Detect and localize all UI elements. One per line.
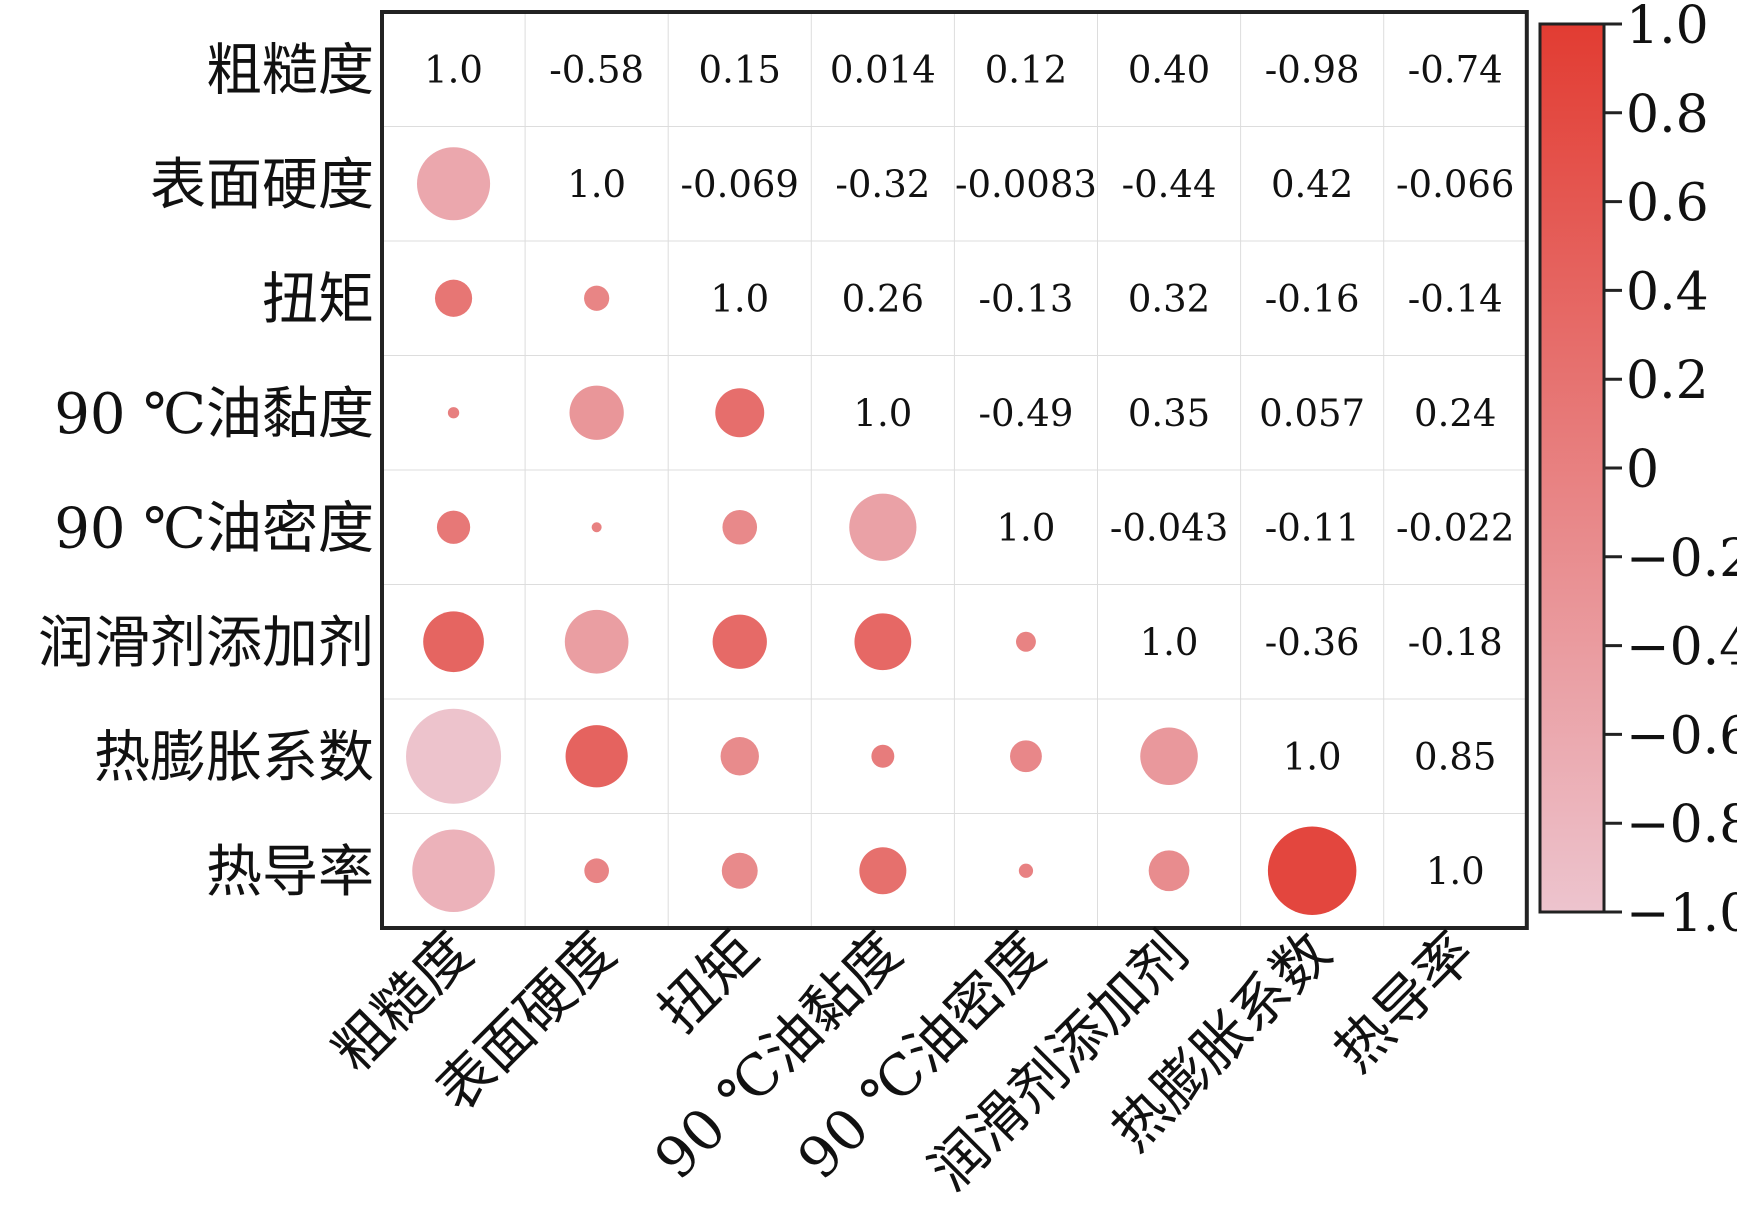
- correlation-circle: [849, 493, 917, 561]
- cell-value: 1.0: [424, 48, 483, 91]
- row-label: 表面硬度: [150, 153, 374, 218]
- cell-value: -0.069: [681, 163, 799, 206]
- cell-value: 0.42: [1271, 163, 1353, 206]
- colorbar-tick-label: 0: [1626, 440, 1659, 500]
- cell-value: 0.057: [1259, 392, 1365, 435]
- correlation-circle: [447, 407, 460, 419]
- column-label: 扭矩: [646, 920, 771, 1045]
- cell-value: 1.0: [710, 277, 769, 320]
- correlation-circle: [564, 609, 629, 674]
- cell-value: 1.0: [997, 506, 1056, 549]
- correlation-circle: [1140, 727, 1198, 786]
- correlation-circle: [406, 708, 502, 804]
- colorbar-tick-label: 0.2: [1626, 351, 1709, 411]
- cell-value: -0.44: [1122, 163, 1217, 206]
- cell-value: 0.32: [1128, 277, 1210, 320]
- row-label: 扭矩: [262, 267, 374, 332]
- cell-value: -0.58: [549, 48, 644, 91]
- correlation-circle: [584, 858, 609, 884]
- cell-value: 1.0: [1283, 735, 1342, 778]
- lower-triangle-circles: [406, 147, 1357, 916]
- column-label: 热导率: [1322, 920, 1487, 1085]
- correlation-circle: [591, 522, 602, 533]
- cell-value: -0.13: [979, 277, 1074, 320]
- upper-triangle-values: 1.0 -0.58 0.15 0.014 0.12 0.40 -0.98 -0.74 1.0 -0…: [424, 48, 1514, 893]
- cell-value: -0.74: [1408, 48, 1503, 91]
- correlation-circle: [721, 852, 758, 889]
- correlation-circle: [423, 611, 484, 673]
- correlation-circle: [1267, 826, 1357, 916]
- cell-value: -0.022: [1396, 506, 1514, 549]
- correlation-circle: [722, 509, 758, 545]
- cell-value: -0.14: [1408, 277, 1503, 320]
- correlation-circle: [1148, 850, 1190, 892]
- colorbar-tick-label: −0.2: [1626, 529, 1737, 589]
- plot-frame: [380, 10, 1529, 930]
- cell-value: -0.066: [1396, 163, 1514, 206]
- correlation-circle: [584, 285, 610, 311]
- cell-value: 0.014: [830, 48, 936, 91]
- correlation-circle: [436, 510, 471, 544]
- colorbar-tick-label: 0.4: [1626, 262, 1709, 322]
- correlation-circle: [416, 147, 491, 221]
- cell-value: -0.36: [1265, 621, 1360, 664]
- cell-value: 0.24: [1414, 392, 1496, 435]
- colorbar-tick-label: −0.4: [1626, 618, 1737, 678]
- colorbar-tick-label: −0.6: [1626, 706, 1737, 766]
- row-label: 粗糙度: [206, 38, 374, 103]
- correlation-circle: [1010, 740, 1042, 773]
- correlation-circle: [412, 829, 495, 913]
- row-label: 90 ℃油黏度: [54, 382, 374, 447]
- cell-value: 0.12: [985, 48, 1067, 91]
- correlation-circle: [859, 847, 907, 895]
- correlation-circle: [712, 614, 767, 669]
- cell-value: -0.98: [1265, 48, 1360, 91]
- correlation-circle: [854, 613, 912, 671]
- cell-value: 0.85: [1414, 735, 1496, 778]
- correlation-circle: [871, 744, 895, 768]
- colorbar: 1.0 0.8 0.6 0.4 0.2 0 −0.2 −0.4 −0.6 −0.8 −1.0: [1538, 0, 1737, 944]
- colorbar-tick-label: 0.8: [1626, 85, 1709, 145]
- cell-value: -0.0083: [955, 163, 1097, 206]
- cell-value: -0.32: [835, 163, 930, 206]
- cell-value: -0.11: [1265, 506, 1360, 549]
- correlation-circle: [1015, 631, 1036, 652]
- cell-value: 0.15: [699, 48, 781, 91]
- correlation-circle: [720, 737, 759, 776]
- cell-value: -0.16: [1265, 277, 1360, 320]
- row-label: 热导率: [206, 840, 374, 905]
- correlation-circle: [569, 385, 624, 440]
- colorbar-tick-label: −1.0: [1626, 884, 1737, 944]
- correlation-circle: [434, 279, 473, 317]
- cell-value: 1.0: [1426, 850, 1485, 893]
- cell-value: -0.18: [1408, 621, 1503, 664]
- cell-value: 1.0: [567, 163, 626, 206]
- correlation-circle: [565, 725, 628, 788]
- cell-value: 0.40: [1128, 48, 1210, 91]
- correlation-circle: [715, 388, 765, 438]
- correlation-circle: [1018, 863, 1034, 878]
- cell-value: -0.49: [979, 392, 1074, 435]
- cell-value: 1.0: [1140, 621, 1199, 664]
- row-label: 润滑剂添加剂: [38, 611, 374, 676]
- row-label: 90 ℃油密度: [54, 496, 374, 561]
- colorbar-gradient: [1538, 22, 1606, 914]
- colorbar-tick-label: −0.8: [1626, 795, 1737, 855]
- cell-value: 0.35: [1128, 392, 1210, 435]
- cell-value: 0.26: [842, 277, 924, 320]
- grid-lines: [382, 12, 1527, 928]
- cell-value: -0.043: [1110, 506, 1228, 549]
- colorbar-tick-label: 1.0: [1626, 0, 1709, 56]
- colorbar-tick-label: 0.6: [1626, 174, 1709, 234]
- cell-value: 1.0: [853, 392, 912, 435]
- row-label: 热膨胀系数: [94, 725, 374, 790]
